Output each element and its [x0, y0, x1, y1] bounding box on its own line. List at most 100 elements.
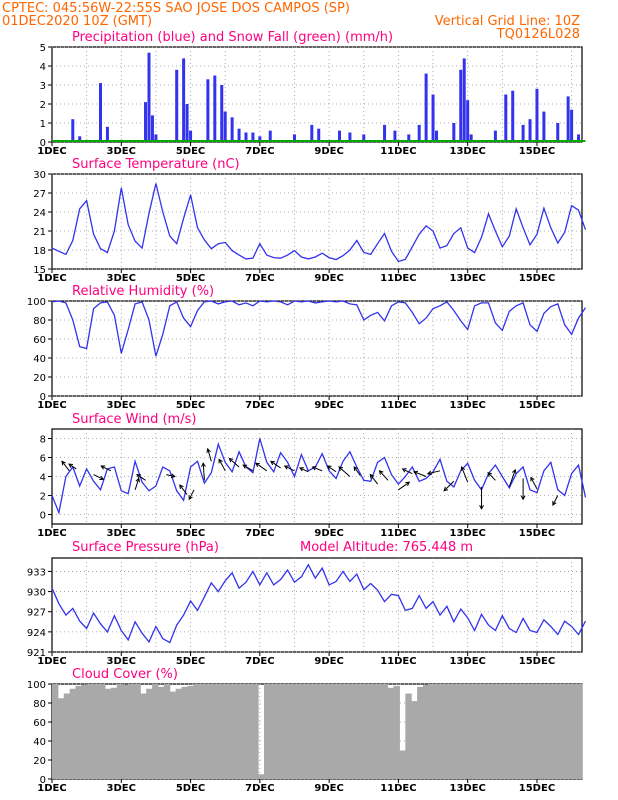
wind-arrow: [242, 464, 254, 472]
cloud-bar: [222, 684, 230, 779]
precip-bar: [556, 123, 560, 142]
wind-arrow-head: [228, 457, 234, 463]
x-tick-label: 13DEC: [449, 656, 485, 667]
y-tick-label: 2: [40, 492, 46, 503]
wind-arrow: [402, 468, 413, 475]
cloud-bar: [381, 684, 389, 779]
wind-arrow: [255, 462, 268, 472]
cloud-bar: [322, 684, 330, 779]
precip-bar: [147, 52, 151, 143]
precip-bar: [462, 58, 466, 142]
precip-bar: [206, 79, 210, 142]
cloud-bar: [269, 684, 277, 779]
wind-arrow: [413, 471, 427, 477]
precip-bar: [566, 96, 570, 142]
wind-arrow-head: [68, 463, 74, 468]
x-tick-label: 11DEC: [380, 528, 416, 539]
cloud-bar: [440, 684, 448, 779]
wind-arrow: [312, 466, 323, 472]
cloud-bar: [128, 684, 135, 779]
cloud-bar: [87, 684, 94, 779]
wind-arrow-head: [255, 462, 260, 468]
cloud-bar: [75, 685, 82, 779]
wind-arrow: [379, 470, 389, 481]
cloud-bar: [346, 684, 353, 779]
cloud-bar: [293, 684, 300, 779]
x-tick-label: 1DEC: [37, 273, 66, 284]
x-tick-label: 5DEC: [176, 146, 205, 157]
precip-bar: [407, 134, 411, 142]
pressure-panel: 921 924 927 930 933 1DEC 3DEC 5DEC 7DEC 9DEC 11DEC…: [27, 540, 587, 667]
x-tick-label: 11DEC: [380, 400, 416, 411]
cloud-bar: [311, 684, 318, 779]
cloud-bar: [334, 684, 342, 779]
cloud-bar: [476, 684, 483, 779]
series-line: [51, 563, 587, 644]
series-line: [51, 300, 587, 357]
precip-bar: [362, 134, 366, 142]
cloud-bar: [564, 684, 571, 779]
cloud-bar: [517, 684, 524, 779]
y-tick-label: 921: [27, 648, 46, 659]
x-tick-label: 13DEC: [449, 146, 485, 157]
cloud-bar: [352, 684, 359, 779]
wind-arrow: [270, 460, 281, 469]
wind-arrow-head: [298, 467, 304, 472]
precip-bar: [393, 130, 397, 142]
wind-arrow-head: [170, 473, 176, 479]
cloud-bar: [140, 693, 147, 779]
y-tick-label: 40: [33, 354, 46, 365]
wind-arrow-head: [426, 470, 432, 476]
precip-bar: [348, 132, 352, 142]
x-tick-label: 13DEC: [449, 273, 485, 284]
cloud-bar: [499, 684, 506, 779]
y-tick-label: 100: [27, 297, 46, 308]
y-tick-label: 5: [40, 43, 46, 54]
cloud-bar: [470, 684, 477, 779]
cloud-bar: [529, 684, 536, 779]
x-tick-label: 7DEC: [245, 146, 274, 157]
x-tick-label: 15DEC: [519, 656, 555, 667]
wind-arrow: [427, 470, 441, 475]
wind-arrow-head: [511, 468, 517, 474]
x-tick-label: 3DEC: [107, 273, 136, 284]
cloud-bar: [423, 684, 430, 779]
wind-arrow: [134, 478, 140, 490]
x-tick-label: 7DEC: [245, 400, 274, 411]
x-tick-label: 11DEC: [380, 656, 416, 667]
wind-arrow-head: [242, 464, 248, 469]
wind-arrow-head: [99, 475, 105, 480]
y-tick-label: 40: [33, 737, 46, 748]
wind-arrow-head: [61, 460, 66, 466]
x-tick-label: 3DEC: [107, 528, 136, 539]
x-tick-label: 1DEC: [37, 783, 66, 794]
wind-arrow-head: [311, 466, 317, 471]
precip-bar: [185, 104, 189, 142]
cloud-bar: [399, 750, 406, 779]
cloud-bar: [452, 684, 459, 779]
cloud-bar: [52, 684, 59, 779]
cloud-bar: [481, 684, 489, 779]
wind-arrow: [166, 474, 175, 477]
x-tick-label: 3DEC: [107, 783, 136, 794]
precip-bar: [417, 124, 421, 142]
wind-arrow-head: [270, 460, 275, 466]
cloud-bar: [181, 686, 188, 779]
cloud-bar: [546, 684, 554, 779]
wind-arrow-head: [369, 473, 375, 479]
precip-bar: [292, 134, 296, 142]
precip-bar: [424, 73, 428, 142]
panel-title: Precipitation (blue) and Snow Fall (gree…: [72, 30, 393, 45]
cloud-bar: [305, 684, 312, 779]
wind-arrow: [179, 484, 188, 495]
y-tick-label: 100: [27, 680, 46, 691]
y-tick-label: 0: [40, 392, 46, 403]
precip-bar: [310, 124, 314, 142]
precip-bar: [317, 128, 321, 142]
cloud-bar: [434, 684, 442, 779]
x-tick-label: 15DEC: [519, 783, 555, 794]
plot-frame: [51, 557, 583, 653]
precip-bar: [268, 130, 272, 142]
wind-arrow: [136, 474, 146, 481]
y-tick-label: 0: [40, 138, 46, 149]
